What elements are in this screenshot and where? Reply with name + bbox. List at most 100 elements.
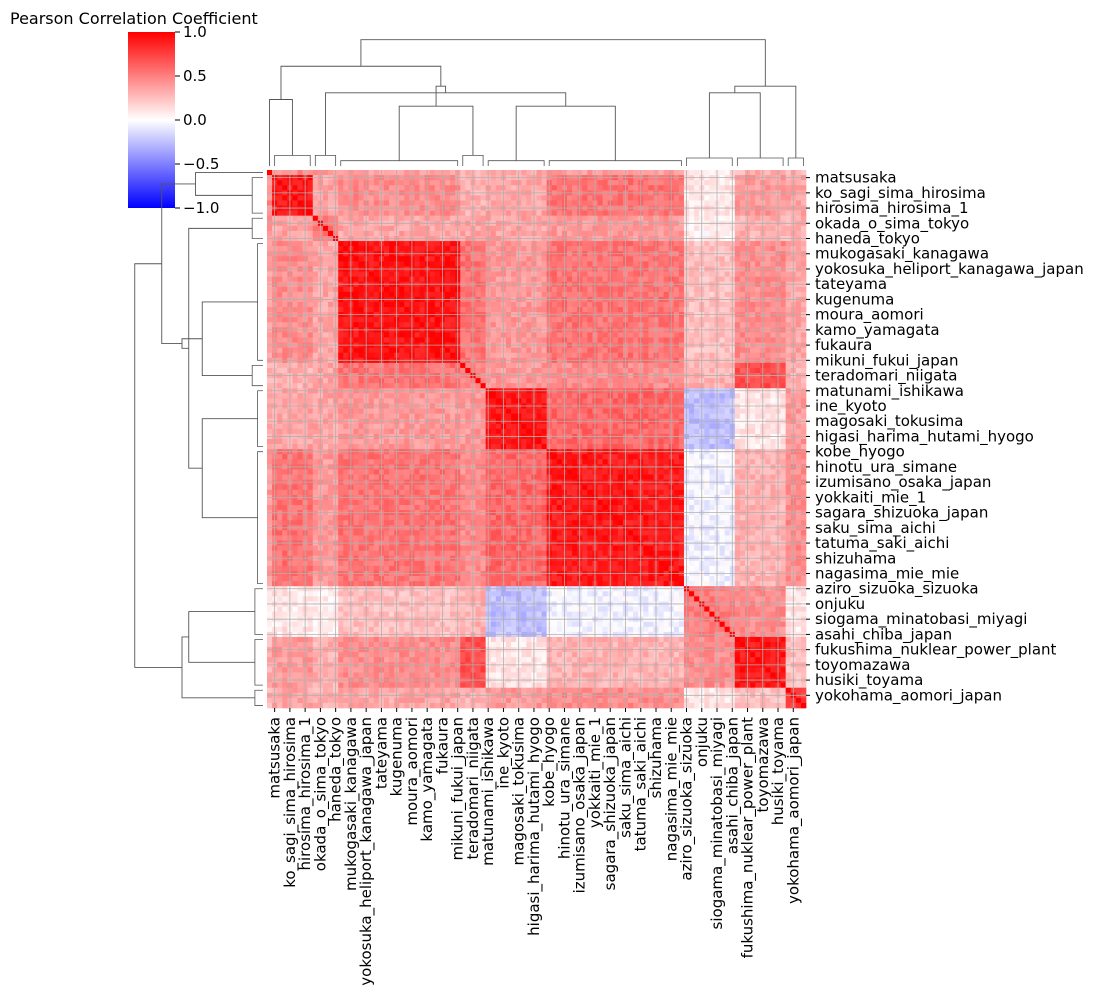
heatmap-cell xyxy=(526,352,532,359)
heatmap-cell xyxy=(567,393,573,399)
heatmap-cell xyxy=(312,291,319,298)
heatmap-cell xyxy=(551,352,558,359)
heatmap-cell xyxy=(495,378,502,384)
heatmap-cell xyxy=(480,276,486,283)
heatmap-cell xyxy=(343,317,349,323)
heatmap-cell xyxy=(307,291,314,298)
heatmap-cell xyxy=(750,286,756,293)
heatmap-cell xyxy=(689,210,695,217)
heatmap-cell xyxy=(322,393,329,399)
heatmap-cell xyxy=(399,367,405,374)
heatmap-cell xyxy=(628,337,634,343)
heatmap-cell xyxy=(399,307,405,313)
heatmap-cell xyxy=(602,256,609,262)
heatmap-cell xyxy=(373,286,380,293)
heatmap-cell xyxy=(673,241,680,247)
heatmap-cell xyxy=(292,383,298,389)
heatmap-cell xyxy=(358,261,364,267)
heatmap-cell xyxy=(389,215,395,222)
heatmap-cell xyxy=(490,307,497,313)
heatmap-cell xyxy=(658,215,664,222)
heatmap-cell xyxy=(480,322,486,328)
heatmap-cell xyxy=(765,286,771,293)
heatmap-cell xyxy=(465,215,471,222)
heatmap-cell xyxy=(297,322,303,328)
heatmap-cell xyxy=(368,180,375,186)
heatmap-cell xyxy=(358,362,364,369)
heatmap-cell xyxy=(414,241,420,247)
heatmap-cell xyxy=(297,246,303,252)
heatmap-cell xyxy=(307,180,314,186)
heatmap-cell xyxy=(277,185,283,191)
heatmap-cell xyxy=(770,378,776,384)
heatmap-cell xyxy=(556,398,563,404)
heatmap-cell xyxy=(521,261,527,267)
dendrogram-branch xyxy=(251,365,263,387)
heatmap-cell xyxy=(643,367,649,374)
heatmap-cell xyxy=(755,393,761,399)
heatmap-cell xyxy=(277,180,283,186)
heatmap-cell xyxy=(338,378,344,384)
heatmap-cell xyxy=(572,241,578,247)
heatmap-cell xyxy=(526,195,532,201)
heatmap-cell xyxy=(475,286,481,293)
heatmap-cell xyxy=(297,170,303,176)
heatmap-cell xyxy=(709,337,715,343)
heatmap-cell xyxy=(450,180,456,186)
heatmap-cell xyxy=(602,246,609,252)
heatmap-cell xyxy=(582,185,588,191)
heatmap-cell xyxy=(450,230,456,237)
heatmap-cell xyxy=(597,286,603,293)
heatmap-cell xyxy=(704,383,710,389)
heatmap-cell xyxy=(704,307,710,313)
heatmap-cell xyxy=(521,180,527,186)
heatmap-cell xyxy=(780,215,787,222)
heatmap-cell xyxy=(444,195,451,201)
heatmap-cell xyxy=(419,261,425,267)
heatmap-cell xyxy=(780,170,787,176)
heatmap-cell xyxy=(582,378,588,384)
dendrogram-branch xyxy=(188,611,255,663)
heatmap-cell xyxy=(414,378,420,384)
heatmap-cell xyxy=(404,398,410,404)
heatmap-cell xyxy=(617,271,624,277)
heatmap-cell xyxy=(368,185,375,191)
heatmap-cell xyxy=(444,241,451,247)
heatmap-cell xyxy=(602,301,609,308)
heatmap-cell xyxy=(368,276,375,283)
heatmap-cell xyxy=(465,393,471,399)
heatmap-cell xyxy=(292,322,298,328)
heatmap-cell xyxy=(521,383,527,389)
heatmap-cell xyxy=(795,200,802,206)
heatmap-cell xyxy=(536,291,542,298)
heatmap-cell xyxy=(617,225,624,232)
heatmap-cell xyxy=(505,276,512,283)
heatmap-cell xyxy=(343,195,349,201)
heatmap-cell xyxy=(322,398,329,404)
heatmap-cell xyxy=(419,291,425,298)
heatmap-cell xyxy=(292,286,298,293)
heatmap-cell xyxy=(277,317,283,323)
heatmap-cell xyxy=(429,378,436,384)
heatmap-cell xyxy=(267,378,273,384)
heatmap-cell xyxy=(739,347,746,354)
heatmap-cell xyxy=(490,286,497,293)
heatmap-cell xyxy=(343,215,349,222)
heatmap-cell xyxy=(755,307,761,313)
heatmap-cell xyxy=(694,276,700,283)
heatmap-cell xyxy=(694,291,700,298)
heatmap-cell xyxy=(678,301,685,308)
heatmap-cell xyxy=(480,378,486,384)
heatmap-cell xyxy=(328,180,334,186)
heatmap-cell xyxy=(765,271,771,277)
heatmap-cell xyxy=(587,180,593,186)
heatmap-cell xyxy=(536,246,542,252)
heatmap-cell xyxy=(328,256,334,262)
heatmap-cell xyxy=(505,286,512,293)
heatmap-cell xyxy=(277,170,283,176)
heatmap-cell xyxy=(505,367,512,374)
heatmap-cell xyxy=(739,317,746,323)
heatmap-cell xyxy=(383,185,390,191)
heatmap-cell xyxy=(267,215,273,222)
heatmap-cell xyxy=(689,180,695,186)
